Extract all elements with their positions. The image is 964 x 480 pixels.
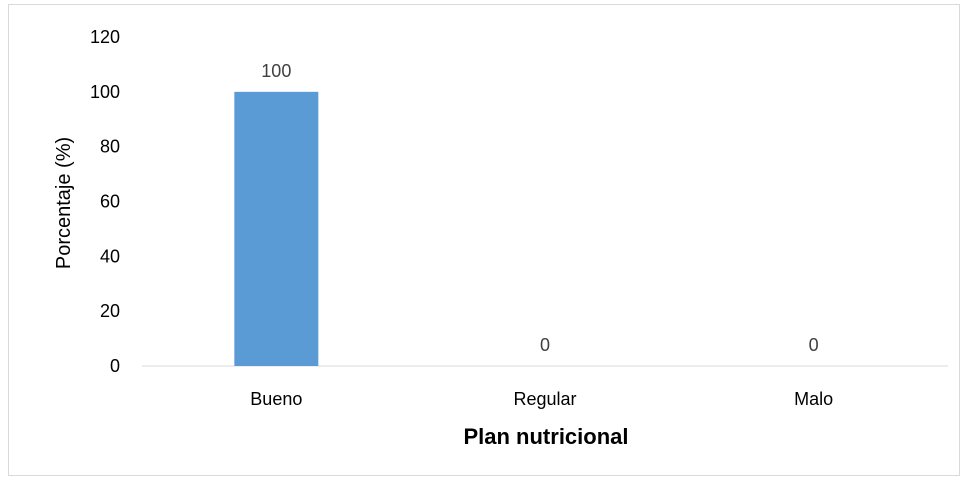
data-labels: 100 0 0 [261, 61, 818, 355]
bars [234, 91, 319, 366]
x-axis-categories: Bueno Regular Malo [250, 389, 833, 409]
data-label-malo: 0 [809, 335, 819, 355]
data-label-bueno: 100 [261, 61, 291, 81]
y-axis-title: Porcentaje (%) [53, 137, 75, 269]
category-label-regular: Regular [513, 389, 576, 409]
y-tick-label: 20 [100, 301, 120, 321]
category-label-malo: Malo [794, 389, 833, 409]
chart-frame [8, 4, 960, 476]
y-tick-label: 120 [90, 27, 120, 47]
y-tick-label: 0 [110, 356, 120, 376]
y-tick-label: 40 [100, 246, 120, 266]
bar-bueno [234, 91, 319, 366]
category-label-bueno: Bueno [250, 389, 302, 409]
y-tick-label: 100 [90, 82, 120, 102]
x-axis-title: Plan nutricional [463, 424, 628, 449]
y-tick-label: 60 [100, 192, 120, 212]
y-axis-ticks: 0 20 40 60 80 100 120 [90, 27, 120, 376]
data-label-regular: 0 [540, 335, 550, 355]
y-tick-label: 80 [100, 137, 120, 157]
